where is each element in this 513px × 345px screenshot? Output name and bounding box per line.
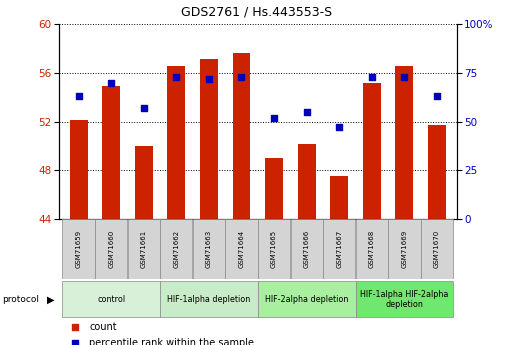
Point [433,93,441,99]
Point [74,93,83,99]
Text: GSM71664: GSM71664 [239,230,245,268]
Bar [200,59,218,219]
Bar [102,86,120,219]
Point [71,324,79,330]
Bar [167,66,185,219]
Text: GSM71668: GSM71668 [369,230,375,268]
FancyBboxPatch shape [323,219,356,279]
Text: HIF-1alpha depletion: HIF-1alpha depletion [167,295,250,304]
Text: GSM71667: GSM71667 [336,230,342,268]
Point [400,74,408,80]
Point [335,125,343,130]
Text: control: control [97,295,125,304]
FancyBboxPatch shape [290,219,323,279]
Bar [298,144,315,219]
Text: HIF-2alpha depletion: HIF-2alpha depletion [265,295,348,304]
FancyBboxPatch shape [356,282,453,317]
FancyBboxPatch shape [95,219,127,279]
Bar [330,176,348,219]
Text: count: count [89,322,116,332]
FancyBboxPatch shape [62,282,160,317]
Text: GSM71666: GSM71666 [304,230,310,268]
Bar [428,125,446,219]
Bar [70,120,88,219]
FancyBboxPatch shape [225,219,258,279]
Text: protocol: protocol [3,295,40,304]
Text: GSM71665: GSM71665 [271,230,277,268]
Text: HIF-1alpha HIF-2alpha
depletion: HIF-1alpha HIF-2alpha depletion [360,289,448,309]
Text: GSM71660: GSM71660 [108,230,114,268]
Text: percentile rank within the sample: percentile rank within the sample [89,338,254,345]
FancyBboxPatch shape [258,282,356,317]
FancyBboxPatch shape [258,219,290,279]
Text: GDS2761 / Hs.443553-S: GDS2761 / Hs.443553-S [181,5,332,18]
Bar [363,82,381,219]
Point [270,115,278,120]
Text: GSM71669: GSM71669 [402,230,407,268]
Point [71,341,79,345]
FancyBboxPatch shape [388,219,421,279]
Bar [135,146,153,219]
FancyBboxPatch shape [356,219,388,279]
Bar [232,53,250,219]
Point [172,74,181,80]
FancyBboxPatch shape [421,219,453,279]
Point [303,109,311,115]
Text: GSM71659: GSM71659 [75,230,82,268]
Text: ▶: ▶ [47,294,54,304]
Bar [396,66,413,219]
Point [238,74,246,80]
FancyBboxPatch shape [160,282,258,317]
Point [205,76,213,81]
Point [140,105,148,111]
FancyBboxPatch shape [63,219,95,279]
Bar [265,158,283,219]
Text: GSM71670: GSM71670 [434,230,440,268]
FancyBboxPatch shape [128,219,160,279]
Text: GSM71662: GSM71662 [173,230,180,268]
FancyBboxPatch shape [193,219,225,279]
Text: GSM71663: GSM71663 [206,230,212,268]
FancyBboxPatch shape [160,219,192,279]
Point [368,74,376,80]
Text: GSM71661: GSM71661 [141,230,147,268]
Point [107,80,115,85]
